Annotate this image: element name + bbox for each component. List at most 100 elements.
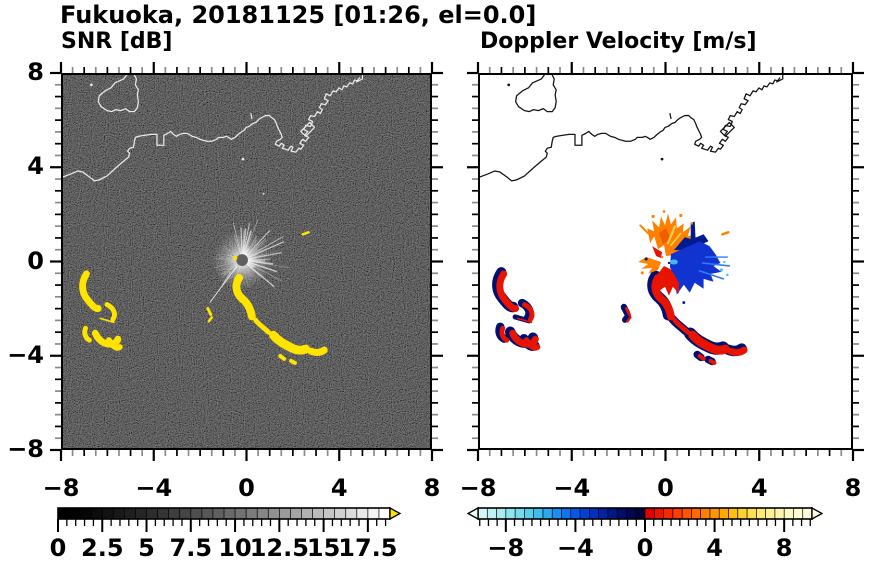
burst-ray	[228, 263, 240, 276]
colorbar-cell	[486, 507, 498, 520]
colorbar-right-arrow	[389, 506, 402, 521]
vel-panel-title: Doppler Velocity [m/s]	[480, 29, 757, 54]
colorbar-cell	[68, 507, 81, 520]
burst-ray	[233, 235, 241, 256]
burst-ray	[246, 260, 277, 273]
burst-ray	[241, 228, 247, 256]
echo-blob	[206, 307, 213, 316]
burst-ray	[212, 258, 238, 261]
colorbar-cell	[201, 507, 214, 520]
velocity-colorbar-tick-label: −4	[557, 534, 594, 562]
colorbar-cell	[765, 507, 776, 520]
echo-blob	[496, 270, 520, 313]
colorbar-cell	[278, 507, 292, 520]
velocity-map-panel	[478, 73, 853, 450]
echo-blob	[651, 273, 675, 321]
colorbar-cell	[290, 507, 303, 520]
snr-panel-title: SNR [dB]	[61, 29, 173, 54]
echo-blob	[620, 303, 631, 317]
velocity-speck	[723, 260, 726, 264]
snr-colorbar-tick-label: 5	[138, 534, 155, 562]
colorbar-cell	[367, 507, 380, 520]
echo-blob	[82, 325, 92, 343]
colorbar-cell	[579, 507, 591, 520]
burst-ray	[246, 254, 258, 259]
burst-ray	[246, 260, 290, 269]
colorbar-cell	[496, 507, 507, 520]
echo-blob	[688, 330, 730, 355]
colorbar-cell	[168, 507, 181, 520]
snr-colorbar-tick-label: 10	[218, 534, 252, 562]
burst-ray	[240, 227, 243, 256]
x-axis-tick-label: 8	[844, 474, 862, 502]
burst-ray	[242, 223, 250, 256]
burst-ray	[244, 239, 258, 257]
echo-group	[651, 273, 748, 365]
colorbar-cell	[709, 507, 720, 520]
burst-ray	[224, 247, 239, 258]
echo-blob	[522, 302, 535, 322]
echo-group	[496, 270, 632, 351]
echo-blob	[301, 231, 310, 236]
burst-ray	[217, 259, 238, 265]
echo-blob	[232, 273, 256, 321]
coastline-mark	[250, 112, 253, 120]
burst-ray	[237, 264, 242, 274]
velocity-speck	[682, 301, 686, 305]
burst-ray	[246, 261, 282, 282]
snr-colorbar-tick-label: 7.5	[169, 534, 213, 562]
velocity-speck	[644, 257, 648, 261]
speck	[262, 192, 265, 195]
colorbar-cell	[256, 507, 270, 520]
x-axis-tick-label: −8	[459, 474, 497, 502]
colorbar-cell	[616, 507, 628, 520]
echo-group	[232, 273, 328, 365]
colorbar-cell	[334, 507, 347, 520]
radar-center-echo-dot	[233, 255, 238, 261]
burst-ray	[246, 258, 271, 261]
colorbar-cell	[146, 507, 159, 520]
echo-blob	[99, 317, 115, 324]
y-axis-tick-label: 0	[27, 246, 44, 275]
colorbar-cell	[737, 507, 748, 520]
echo-blob	[523, 337, 541, 351]
center-speck	[660, 255, 664, 259]
snr-map-panel	[61, 73, 432, 450]
y-axis-tick-label: −8	[7, 435, 44, 463]
y-axis-tick-label: 8	[27, 58, 44, 86]
burst-ray	[231, 248, 240, 257]
colorbar-cell	[533, 507, 544, 520]
x-axis-tick-label: −4	[135, 474, 173, 502]
burst-ray	[233, 243, 241, 256]
radar-center-disk	[236, 254, 248, 266]
y-axis-tick-label: −4	[7, 340, 44, 369]
coastline-islet	[660, 157, 664, 161]
snr-colorbar-tick-label: 12.5	[249, 534, 309, 562]
velocity-colorbar-tick-label: 4	[706, 534, 723, 562]
burst-ray	[245, 240, 267, 258]
colorbar-right-arrow	[811, 506, 824, 521]
colorbar-cell	[793, 507, 804, 520]
echo-group	[721, 231, 730, 236]
velocity-map-canvas	[480, 75, 851, 448]
echo-blob	[516, 317, 533, 324]
burst-ray	[223, 262, 239, 276]
colorbar-cell	[514, 507, 526, 520]
velocity-fan	[690, 221, 696, 242]
colorbar-cell	[234, 507, 247, 520]
velocity-streak	[639, 224, 650, 235]
burst-ray	[221, 262, 239, 279]
colorbar-cell	[653, 507, 665, 520]
colorbar-cell	[542, 507, 553, 520]
burst-ray	[233, 264, 241, 280]
burst-ray	[214, 260, 238, 269]
burst-ray	[234, 249, 240, 257]
colorbar-cell	[312, 507, 325, 520]
colorbar-cell	[477, 507, 489, 520]
burst-ray	[246, 257, 257, 261]
echo-blob	[708, 358, 717, 365]
echo-blob	[207, 316, 213, 323]
burst-ray	[233, 222, 242, 256]
colorbar-cell	[124, 507, 137, 520]
colorbar-cell	[598, 507, 609, 520]
